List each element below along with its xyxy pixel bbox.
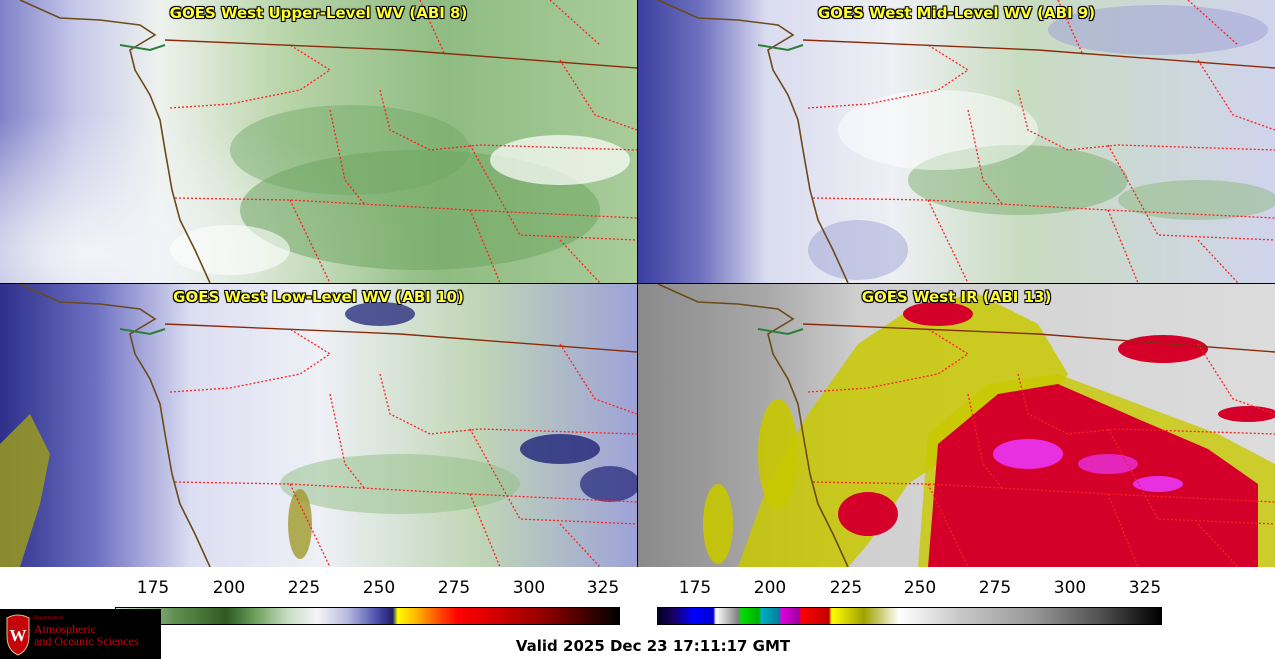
ir-colorbar-tick-label: 275 bbox=[978, 578, 1012, 598]
ir-colorbar-tick-label: 300 bbox=[1053, 578, 1087, 598]
panel-ir: GOES West IR (ABI 13) bbox=[638, 284, 1275, 567]
panel-title: GOES West Upper-Level WV (ABI 8) bbox=[169, 4, 468, 22]
mid-level-wv-image bbox=[638, 0, 1275, 283]
wv-colorbar-tick-label: 225 bbox=[287, 578, 321, 598]
panel-title: GOES West IR (ABI 13) bbox=[861, 288, 1052, 306]
ir-colorbar-tick-label: 325 bbox=[1128, 578, 1162, 598]
aos-logo: W Department of Atmospheric and Oceanic … bbox=[0, 609, 161, 659]
ir-colorbar bbox=[657, 607, 1162, 625]
panel-upper-level-wv: GOES West Upper-Level WV (ABI 8) bbox=[0, 0, 637, 283]
logo-line2: and Oceanic Sciences bbox=[34, 634, 139, 648]
wv-colorbar-tick-label: 250 bbox=[362, 578, 396, 598]
ir-colorbar-tick-label: 175 bbox=[678, 578, 712, 598]
panel-divider-horizontal bbox=[0, 283, 1275, 284]
logo-department-text: Department of bbox=[34, 616, 64, 621]
ir-colorbar-tick-label: 225 bbox=[829, 578, 863, 598]
low-level-wv-image bbox=[0, 284, 637, 567]
panel-low-level-wv: GOES West Low-Level WV (ABI 10) bbox=[0, 284, 637, 567]
svg-text:W: W bbox=[10, 626, 27, 645]
wv-colorbar-tick-label: 325 bbox=[586, 578, 620, 598]
wv-colorbar-tick-label: 275 bbox=[437, 578, 471, 598]
ir-image bbox=[638, 284, 1275, 567]
wv-colorbar bbox=[115, 607, 620, 625]
valid-time: Valid 2025 Dec 23 17:11:17 GMT bbox=[515, 637, 791, 655]
wv-colorbar-tick-label: 300 bbox=[512, 578, 546, 598]
ir-colorbar-tick-label: 250 bbox=[903, 578, 937, 598]
wv-colorbar-tick-label: 175 bbox=[136, 578, 170, 598]
logo-line1: Atmospheric bbox=[34, 622, 96, 636]
logo-title: Atmospheric and Oceanic Sciences bbox=[34, 623, 139, 647]
panel-title: GOES West Low-Level WV (ABI 10) bbox=[173, 288, 464, 306]
uw-crest-icon: W bbox=[6, 614, 30, 656]
upper-level-wv-image bbox=[0, 0, 637, 283]
wv-colorbar-tick-label: 200 bbox=[212, 578, 246, 598]
ir-colorbar-tick-label: 200 bbox=[753, 578, 787, 598]
panel-mid-level-wv: GOES West Mid-Level WV (ABI 9) bbox=[638, 0, 1275, 283]
panel-title: GOES West Mid-Level WV (ABI 9) bbox=[817, 4, 1096, 22]
